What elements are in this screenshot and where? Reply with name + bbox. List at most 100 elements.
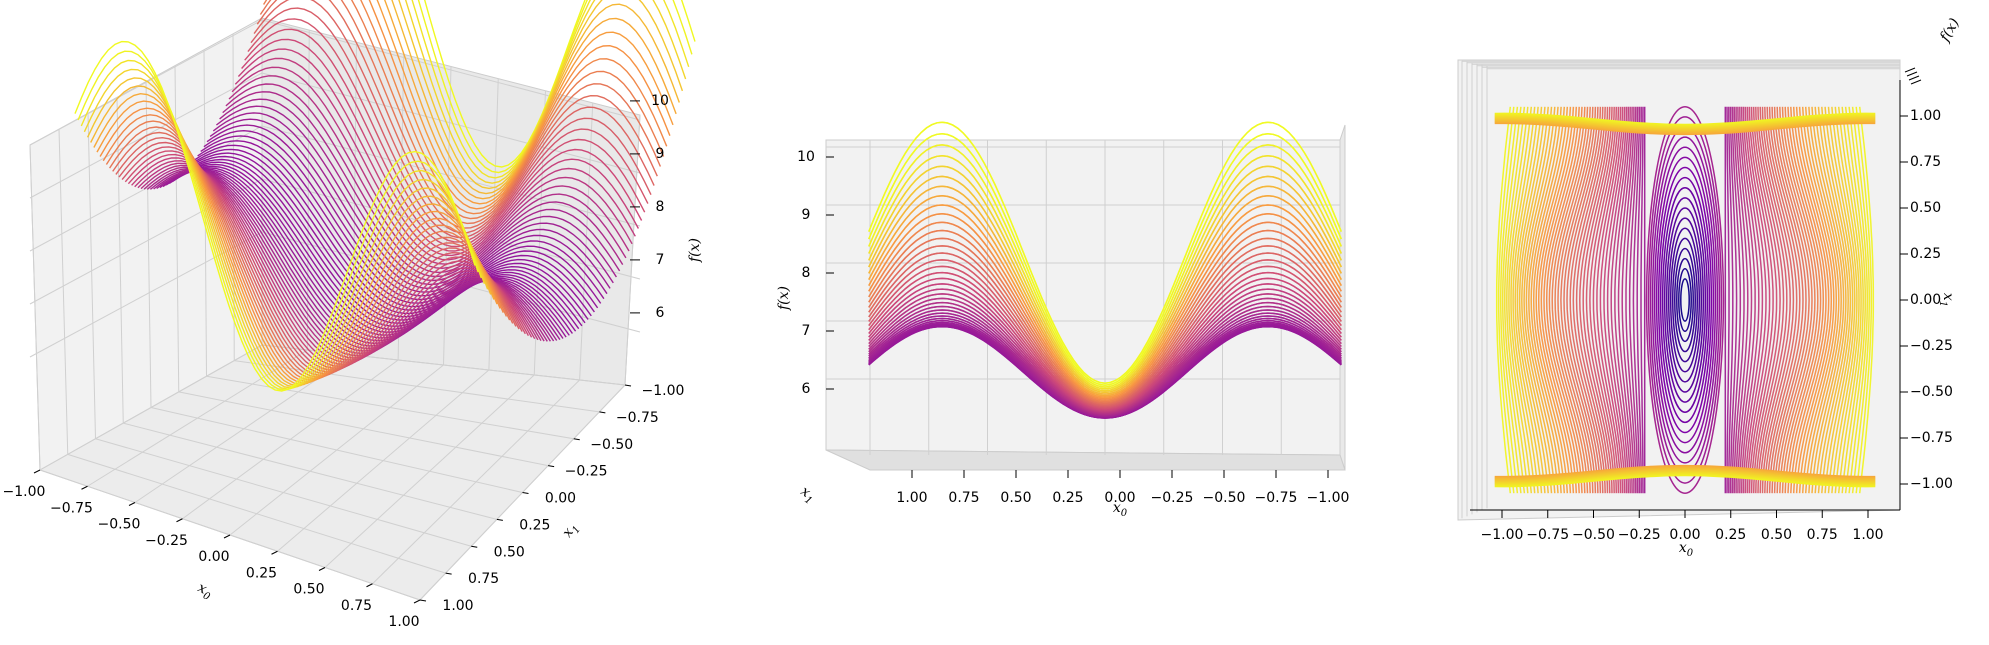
x-tick-label: −0.50 (1203, 490, 1246, 506)
surface-line (391, 0, 680, 195)
z-tick-label: 6 (802, 381, 811, 397)
contour-line (1801, 106, 1838, 494)
surface-line (165, 168, 567, 339)
contour-line (1494, 464, 1876, 478)
contour-line (1575, 106, 1609, 494)
y-tick-label: −0.75 (616, 410, 659, 426)
z-tick-label: 7 (802, 323, 811, 339)
surface-line (74, 40, 476, 392)
surface-line (868, 154, 1342, 390)
surface-line (376, 0, 674, 205)
surface-line (244, 28, 646, 248)
contour-line (1755, 106, 1785, 494)
contour-line (1645, 106, 1725, 494)
contour-line (1510, 106, 1536, 494)
contour-line (1768, 106, 1804, 494)
surface-line (868, 265, 1342, 409)
contour-line (1844, 106, 1866, 494)
y-tick-label: 0.25 (1910, 246, 1941, 262)
contour-line (1748, 106, 1774, 494)
z-tick-mark (1904, 67, 1916, 73)
y-tick-mark (624, 384, 632, 387)
surface-line (868, 175, 1342, 394)
wall-grid-line (29, 19, 263, 146)
surface-line (417, 0, 693, 174)
contour-line (1494, 468, 1876, 481)
surface-line (83, 68, 486, 389)
surface-line (868, 144, 1342, 388)
contour-line (1739, 106, 1756, 494)
surface-line (90, 85, 492, 387)
surface-lines (868, 121, 1342, 419)
contour-line (1494, 474, 1876, 488)
surface-line (241, 38, 643, 252)
y-tick-label: 0.50 (1910, 200, 1941, 216)
x-tick-label: 0.00 (1104, 490, 1135, 506)
x-axis-label: x0 (194, 580, 216, 604)
surface-line (868, 277, 1342, 411)
contour-line (1735, 106, 1749, 494)
x-tick-label: −0.25 (1618, 527, 1661, 543)
contour-lines (1494, 106, 1876, 494)
y-tick-mark (548, 465, 555, 468)
z-tick-mark (1906, 71, 1918, 77)
contour-line (1530, 106, 1566, 494)
x-tick-label: 0.25 (1052, 490, 1083, 506)
contour-line (1742, 106, 1764, 494)
z-tick-label: 10 (651, 93, 669, 109)
contour-line (1557, 106, 1594, 494)
contour-line (1647, 116, 1723, 484)
z-tick-label: 8 (656, 199, 665, 215)
contour-line (1572, 106, 1606, 494)
contour-line (1494, 119, 1876, 132)
z-tick-label: 10 (797, 149, 815, 165)
contour-line (1494, 472, 1876, 486)
x-tick-label: 0.25 (1715, 527, 1746, 543)
y-tick-label: −0.75 (1910, 430, 1953, 446)
surface-line (203, 129, 605, 301)
surface-line (868, 297, 1342, 414)
contour-line (1808, 106, 1842, 494)
surface-line (423, 0, 696, 168)
contour-line (1750, 106, 1778, 494)
contour-line (1671, 237, 1699, 363)
contour-line (1855, 106, 1873, 494)
surface-line (868, 132, 1342, 386)
contour-line (1858, 106, 1875, 494)
x-tick-label: 0.00 (1669, 527, 1700, 543)
contour-line (1504, 106, 1526, 494)
wall-grid-line (624, 114, 641, 386)
wall-grid-line (261, 19, 641, 121)
x-tick-label: −1.00 (1307, 490, 1350, 506)
y-tick-mark (496, 518, 503, 521)
contour-line (1667, 217, 1703, 383)
wall-grid-line (29, 144, 41, 471)
contour-line (1811, 106, 1845, 494)
contour-line (1676, 257, 1694, 343)
contour-line (1596, 106, 1622, 494)
x-tick-label: −0.75 (1255, 490, 1298, 506)
x-tick-label: 0.75 (1807, 527, 1838, 543)
contour-line (1665, 207, 1705, 393)
contour-line (1540, 106, 1578, 494)
x-tick-label: −1.00 (1481, 527, 1524, 543)
surface-line (215, 105, 617, 286)
surface-line (868, 185, 1342, 395)
contour-line (1494, 118, 1876, 131)
contour-line (1731, 106, 1742, 494)
x-tick-mark (223, 534, 231, 539)
x-tick-label: 1.00 (896, 490, 927, 506)
x-tick-mark (271, 550, 278, 555)
contour-line (1814, 106, 1847, 494)
surface-line (86, 77, 489, 388)
contour-line (1757, 106, 1788, 494)
surface-line (209, 118, 611, 293)
contour-line (1499, 106, 1519, 494)
y-axis-label: x1 (796, 483, 819, 507)
contour-line (1566, 106, 1602, 494)
surface-line (250, 7, 652, 239)
y-tick-label: −0.25 (565, 464, 608, 480)
contour-line (1790, 106, 1827, 494)
contour-line (1495, 106, 1512, 494)
